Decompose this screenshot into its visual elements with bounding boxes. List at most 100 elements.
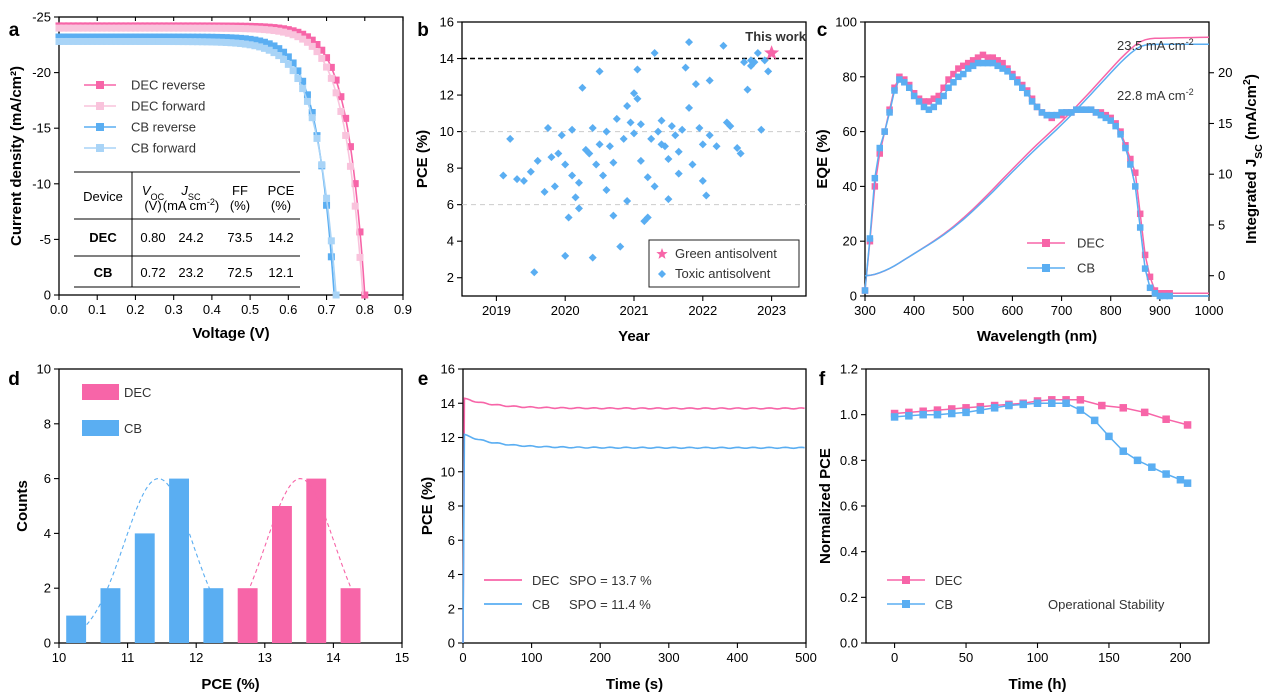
- data-point: [1038, 109, 1046, 116]
- data-point: [920, 103, 928, 111]
- data-point: [79, 24, 87, 32]
- data-point: [131, 24, 139, 32]
- panel-label-d: d: [8, 369, 20, 390]
- x-tick-label: 2023: [757, 303, 786, 318]
- data-point: [122, 33, 130, 41]
- data-point: [619, 134, 628, 143]
- data-point: [688, 160, 697, 169]
- data-point: [155, 33, 163, 41]
- x-tick-label: 15: [395, 650, 409, 665]
- data-point: [194, 33, 202, 41]
- data-point: [351, 180, 359, 188]
- y-tick-label: 10: [37, 362, 51, 377]
- table-cell: 24.2: [178, 230, 203, 245]
- data-point: [636, 156, 645, 165]
- legend-label: CB: [532, 597, 550, 612]
- data-point: [337, 107, 345, 115]
- data-point: [308, 114, 316, 122]
- panel-label-e: e: [418, 369, 429, 390]
- x-tick-label: 2020: [551, 303, 580, 318]
- data-point: [685, 103, 694, 112]
- data-point: [251, 36, 259, 44]
- table-cell: 12.1: [268, 265, 293, 280]
- bar-dec: [340, 588, 361, 643]
- y-tick-label: 0: [44, 636, 51, 651]
- table-cell: 73.5: [227, 230, 252, 245]
- data-point: [332, 89, 340, 97]
- annotation-integrated-dec-part: -2: [1186, 37, 1194, 47]
- data-point: [588, 253, 597, 262]
- y2-tick-label: 15: [1218, 116, 1232, 131]
- x-tick-label: 0.5: [241, 302, 259, 317]
- y-tick-label: 2: [447, 270, 454, 285]
- data-point: [60, 24, 68, 32]
- table-unit-part: ): [215, 198, 219, 213]
- y-tick-label: 8: [448, 499, 455, 514]
- table-cell: 14.2: [268, 230, 293, 245]
- data-point: [623, 197, 632, 206]
- x-tick-label: 1000: [1195, 303, 1224, 318]
- data-point: [327, 253, 335, 261]
- table-unit: (%): [271, 198, 291, 213]
- y-tick-label: 0.0: [840, 636, 858, 651]
- data-point: [740, 58, 749, 67]
- x-axis-label-c: Wavelength (nm): [977, 328, 1097, 345]
- data-point: [241, 25, 249, 33]
- legend-label: DEC: [935, 573, 962, 588]
- data-point: [974, 54, 982, 61]
- data-point: [88, 24, 96, 32]
- data-point: [654, 127, 663, 136]
- table-cell: 0.80: [140, 230, 165, 245]
- y2-axis-label-c-part: 2: [1241, 79, 1253, 85]
- data-point: [1162, 470, 1170, 478]
- data-point: [1161, 292, 1169, 300]
- data-point: [284, 29, 292, 37]
- data-point: [60, 33, 68, 41]
- data-point: [757, 125, 766, 134]
- data-point: [351, 202, 359, 210]
- data-point: [284, 26, 292, 34]
- data-point: [561, 251, 570, 260]
- data-point: [736, 149, 745, 158]
- data-point: [945, 84, 952, 92]
- data-point: [743, 85, 752, 94]
- annotation-integrated-cb: 22.8 mA cm-2: [1117, 87, 1194, 103]
- data-point: [241, 40, 249, 48]
- y2-axis-label-c: Integrated JSC (mA/cm2): [1241, 74, 1265, 244]
- data-point: [289, 27, 297, 35]
- data-point: [969, 57, 977, 64]
- data-point: [313, 41, 321, 49]
- data-point: [994, 57, 1001, 64]
- data-point: [1076, 396, 1085, 404]
- data-point: [146, 37, 154, 45]
- y-tick-label: 1.2: [840, 362, 858, 377]
- x-tick-label: 600: [1002, 303, 1024, 318]
- legend-marker: [902, 576, 910, 584]
- table-header-part: V: [142, 183, 152, 198]
- data-point: [1119, 404, 1127, 412]
- data-point: [270, 27, 278, 35]
- data-point: [616, 242, 625, 251]
- legend-label: DEC reverse: [131, 78, 205, 93]
- data-point: [657, 140, 666, 149]
- data-point: [246, 41, 254, 49]
- table-unit: (mA cm-2): [163, 197, 220, 213]
- data-point: [526, 167, 535, 176]
- data-point: [760, 56, 769, 65]
- annotation-operational: Operational Stability: [1048, 597, 1165, 612]
- data-point: [930, 95, 938, 102]
- data-point: [265, 26, 273, 34]
- legend-label: CB: [124, 421, 142, 436]
- data-point: [294, 33, 302, 41]
- data-point: [303, 97, 311, 105]
- y-tick-label: -25: [32, 10, 51, 25]
- data-point: [1122, 144, 1129, 152]
- data-point: [647, 134, 656, 143]
- data-point: [1107, 117, 1114, 124]
- data-point: [346, 162, 354, 170]
- series-line-dec-forward: [59, 27, 364, 296]
- y2-tick-label: 0: [1218, 268, 1225, 283]
- x-axis-label-b: Year: [618, 328, 650, 345]
- data-point: [592, 160, 601, 169]
- data-point: [702, 191, 711, 200]
